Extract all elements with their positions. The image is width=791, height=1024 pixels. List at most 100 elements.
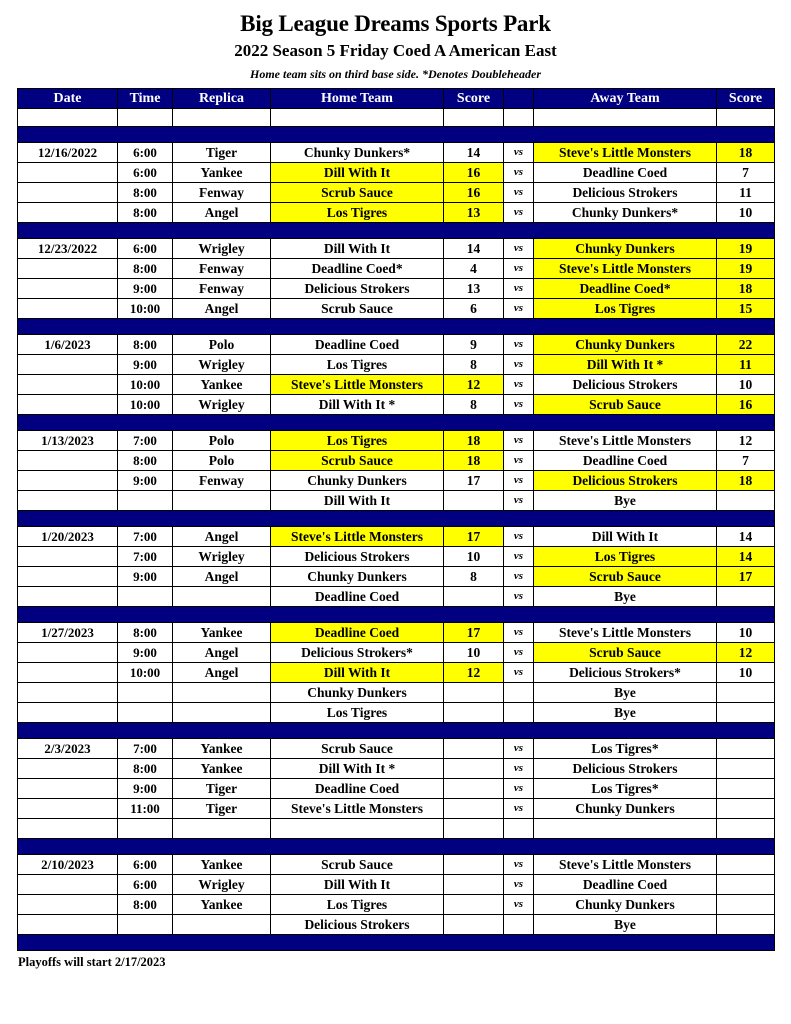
table-row: 9:00 Fenway Chunky Dunkers 17 vs Delicious St… <box>17 470 775 492</box>
page-header: Big League Dreams Sports Park 2022 Seaso… <box>17 0 774 88</box>
cell-date <box>17 874 118 896</box>
spacer-cell <box>503 510 534 528</box>
spacer-cell <box>172 838 271 856</box>
cell-time: 7:00 <box>117 526 173 548</box>
cell-home-team: Chunky Dunkers <box>270 682 444 704</box>
spacer-cell <box>270 722 444 740</box>
cell-home-score <box>443 758 504 780</box>
cell-home-score: 16 <box>443 182 504 204</box>
cell-vs <box>503 682 534 704</box>
table-row: 10:00 Angel Dill With It 12 vs Delicious Stro… <box>17 662 775 684</box>
spacer-cell <box>443 414 504 432</box>
spacer-cell <box>270 126 444 144</box>
column-header-home-score: Score <box>443 88 504 110</box>
cell-away-team: Delicious Strokers <box>533 182 717 204</box>
spacer-cell <box>533 108 717 128</box>
cell-home-team: Chunky Dunkers <box>270 566 444 588</box>
spacer-cell <box>17 510 118 528</box>
cell-away-team: Chunky Dunkers* <box>533 202 717 224</box>
cell-replica: Tiger <box>172 142 271 164</box>
cell-time: 10:00 <box>117 298 173 320</box>
column-header-away-team: Away Team <box>533 88 717 110</box>
spacer-cell <box>503 414 534 432</box>
spacer-cell <box>533 222 717 240</box>
cell-time <box>117 682 173 704</box>
cell-vs <box>503 702 534 724</box>
cell-time: 6:00 <box>117 162 173 184</box>
cell-away-score: 19 <box>716 258 775 280</box>
spacer-cell <box>117 722 173 740</box>
block-separator-row <box>17 318 775 336</box>
cell-away-team: Los Tigres* <box>533 778 717 800</box>
cell-replica: Fenway <box>172 470 271 492</box>
cell-away-score <box>716 586 775 608</box>
cell-home-score: 12 <box>443 662 504 684</box>
cell-time: 6:00 <box>117 238 173 260</box>
cell-date <box>17 914 118 936</box>
cell-vs: vs <box>503 758 534 780</box>
cell-home-team: Steve's Little Monsters <box>270 374 444 396</box>
cell-time: 8:00 <box>117 334 173 356</box>
cell-home-score: 17 <box>443 622 504 644</box>
cell-home-score: 9 <box>443 334 504 356</box>
cell-date <box>17 586 118 608</box>
spacer-cell <box>17 838 118 856</box>
cell-date <box>17 702 118 724</box>
spacer-cell <box>503 108 534 128</box>
cell-replica: Wrigley <box>172 354 271 376</box>
cell-home-team: Scrub Sauce <box>270 298 444 320</box>
cell-away-score: 10 <box>716 622 775 644</box>
cell-time: 11:00 <box>117 798 173 820</box>
cell-time: 10:00 <box>117 394 173 416</box>
spacer-cell <box>117 414 173 432</box>
table-row: 10:00 Yankee Steve's Little Monsters 12 vs De… <box>17 374 775 396</box>
table-row: 8:00 Yankee Dill With It * vs Delicious Str… <box>17 758 775 780</box>
cell-vs: vs <box>503 278 534 300</box>
cell-away-score: 10 <box>716 202 775 224</box>
cell-replica: Fenway <box>172 258 271 280</box>
table-row: 6:00 Yankee Dill With It 16 vs Deadline Coed 7 <box>17 162 775 184</box>
cell-replica: Tiger <box>172 778 271 800</box>
cell-home-team: Scrub Sauce <box>270 854 444 876</box>
cell-time: 6:00 <box>117 854 173 876</box>
cell-replica <box>172 682 271 704</box>
cell-vs: vs <box>503 334 534 356</box>
spacer-cell <box>117 838 173 856</box>
cell-home-score: 10 <box>443 642 504 664</box>
spacer-cell <box>117 606 173 624</box>
cell-away-team: Chunky Dunkers <box>533 334 717 356</box>
cell-home-team: Delicious Strokers <box>270 546 444 568</box>
spacer-cell <box>443 108 504 128</box>
cell-home-score: 16 <box>443 162 504 184</box>
spacer-cell <box>172 722 271 740</box>
cell-home-score <box>443 586 504 608</box>
cell-time: 8:00 <box>117 182 173 204</box>
cell-vs: vs <box>503 394 534 416</box>
cell-away-score: 17 <box>716 566 775 588</box>
cell-away-score <box>716 874 775 896</box>
cell-home-team: Dill With It * <box>270 394 444 416</box>
cell-time: 10:00 <box>117 374 173 396</box>
cell-away-team: Los Tigres <box>533 298 717 320</box>
cell-home-score: 4 <box>443 258 504 280</box>
spacer-cell <box>716 606 775 624</box>
cell-away-score <box>716 894 775 916</box>
spacer-cell <box>172 606 271 624</box>
cell-home-team: Dill With It <box>270 490 444 512</box>
spacer-cell <box>117 222 173 240</box>
cell-replica <box>172 490 271 512</box>
cell-replica: Tiger <box>172 798 271 820</box>
cell-replica: Yankee <box>172 894 271 916</box>
cell-home-score <box>443 682 504 704</box>
spacer-cell <box>503 318 534 336</box>
cell-date <box>17 566 118 588</box>
table-body: 12/16/2022 6:00 Tiger Chunky Dunkers* 14 vs St… <box>17 108 775 952</box>
cell-away-score: 15 <box>716 298 775 320</box>
cell-away-team: Deadline Coed <box>533 450 717 472</box>
spacer-cell <box>270 934 444 952</box>
cell-replica: Wrigley <box>172 874 271 896</box>
cell-vs: vs <box>503 642 534 664</box>
cell-time: 6:00 <box>117 142 173 164</box>
cell-vs: vs <box>503 354 534 376</box>
cell-away-score: 11 <box>716 182 775 204</box>
